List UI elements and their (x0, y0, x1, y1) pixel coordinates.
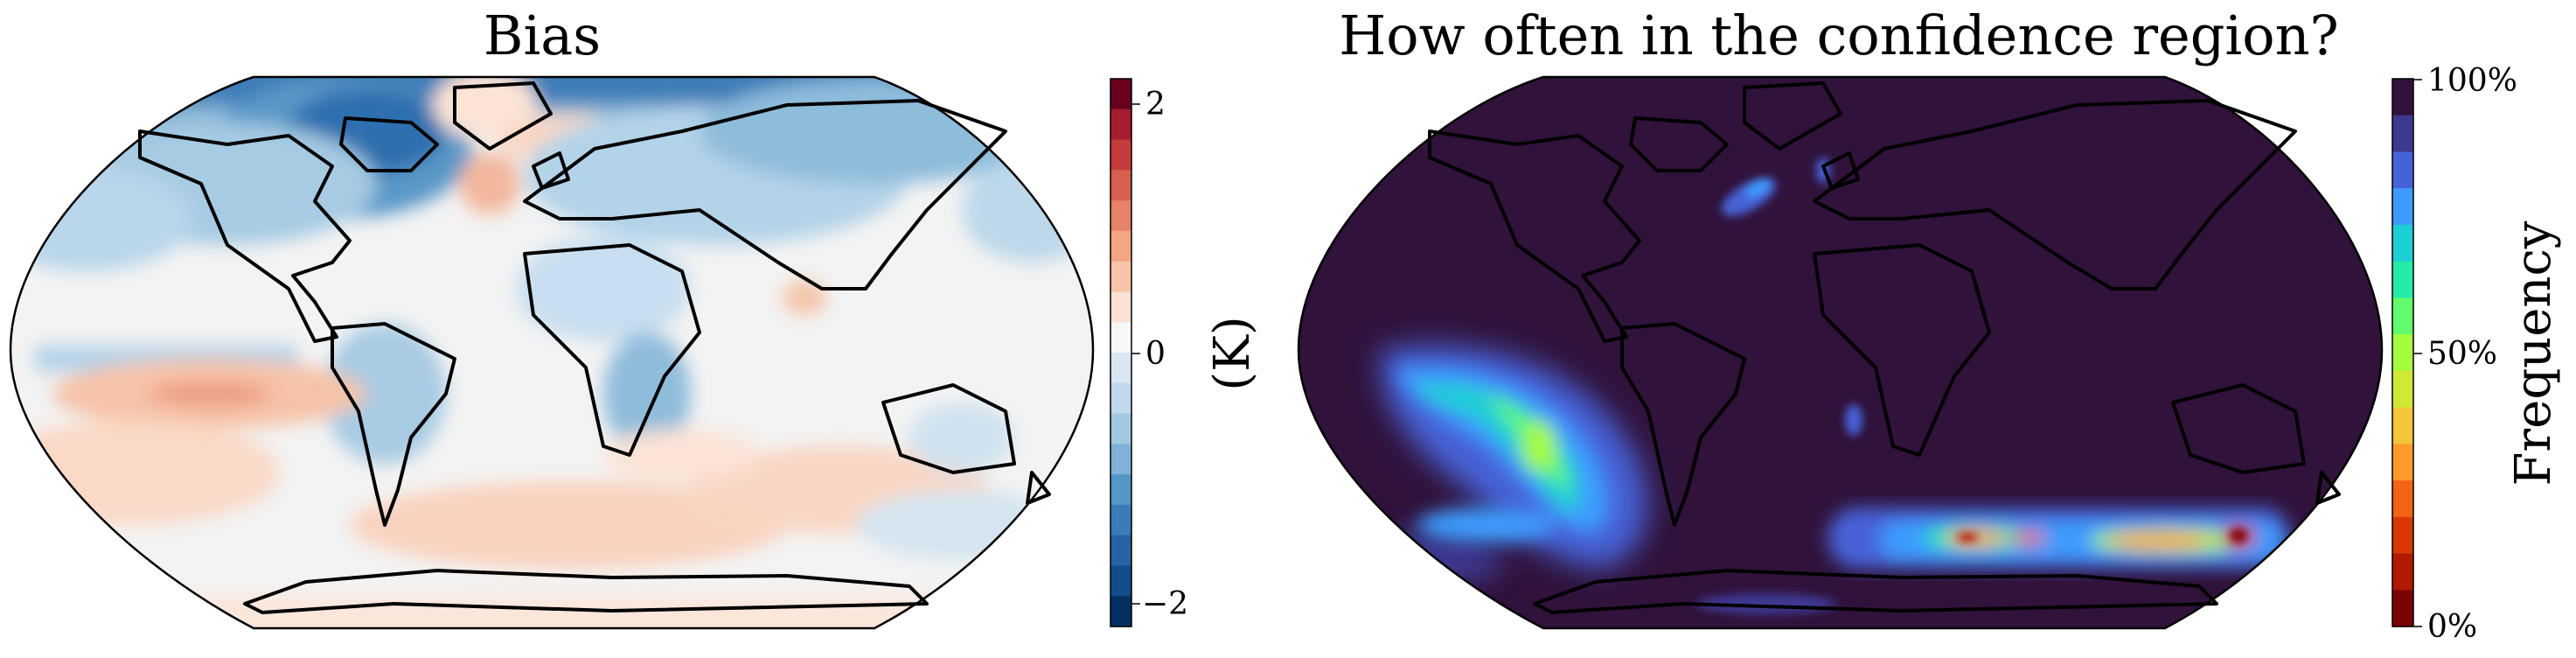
bias-colorbar-tick-min: −2 (1142, 586, 1188, 622)
colorbar-band (1110, 444, 1131, 475)
colorbar-band (2392, 480, 2413, 518)
frequency-map-title: How often in the confidence region? (1339, 4, 2339, 67)
colorbar-band (2392, 516, 2413, 555)
colorbar-band (1110, 261, 1131, 293)
colorbar-band (1110, 535, 1131, 567)
frequency-colorbar-tick-mid: 50% (2427, 336, 2497, 372)
colorbar-band (2392, 590, 2413, 627)
colorbar-band (2392, 553, 2413, 591)
colorbar-band (1110, 170, 1131, 201)
colorbar-band (2392, 151, 2413, 189)
frequency-colorbar: 100% 50% 0% Frequency (2392, 63, 2562, 645)
frequency-colorbar-tick-min: 0% (2427, 609, 2477, 645)
colorbar-band (1110, 565, 1131, 597)
bias-map-title: Bias (484, 4, 601, 67)
frequency-map-border (1297, 75, 2384, 630)
colorbar-band (1110, 474, 1131, 506)
colorbar-band (2392, 188, 2413, 226)
colorbar-band (2392, 115, 2413, 153)
bias-colorbar-tick-max: 2 (1145, 87, 1166, 122)
frequency-colorbar-bands (2392, 79, 2413, 627)
colorbar-band (1110, 200, 1131, 232)
bias-colorbar-label: (K) (1204, 316, 1261, 391)
colorbar-band (1110, 596, 1131, 627)
bias-colorbar-tick-zero: 0 (1145, 336, 1166, 372)
frequency-colorbar-tick-max: 100% (2427, 63, 2517, 99)
colorbar-band (2392, 370, 2413, 409)
colorbar-band (2392, 79, 2413, 116)
frequency-map-coastlines (1428, 81, 2341, 614)
bias-map-coastlines (138, 81, 1051, 614)
colorbar-band (1110, 322, 1131, 354)
colorbar-band (2392, 298, 2413, 335)
colorbar-band (2392, 261, 2413, 298)
colorbar-band (2392, 334, 2413, 372)
colorbar-band (1110, 108, 1131, 141)
bias-map-border (9, 75, 1095, 630)
frequency-map (1297, 75, 2384, 630)
bias-colorbar-bands (1110, 79, 1131, 627)
colorbar-band (1110, 413, 1131, 444)
colorbar-band (2392, 224, 2413, 262)
colorbar-band (1110, 504, 1131, 536)
colorbar-band (1110, 79, 1131, 110)
colorbar-band (1110, 353, 1131, 384)
colorbar-band (2392, 444, 2413, 481)
frequency-colorbar-label: Frequency (2505, 220, 2562, 486)
bias-map (9, 75, 1095, 630)
colorbar-band (2392, 407, 2413, 444)
colorbar-band (1110, 230, 1131, 262)
colorbar-band (1110, 382, 1131, 415)
colorbar-band (1110, 291, 1131, 323)
bias-colorbar: 2 0 −2 (K) (1110, 78, 1261, 627)
colorbar-band (1110, 139, 1131, 171)
